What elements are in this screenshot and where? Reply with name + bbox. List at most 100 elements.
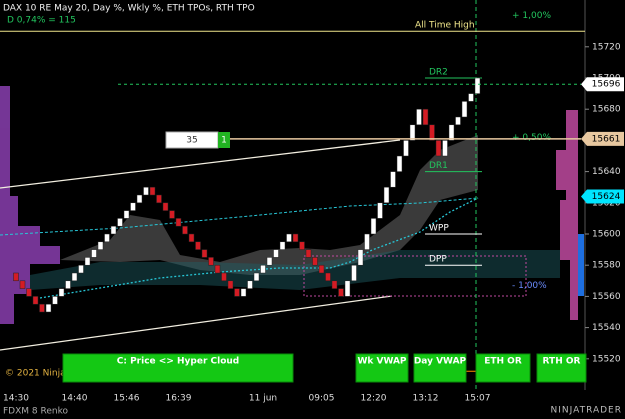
renko-brick	[104, 233, 110, 243]
price-badge	[581, 77, 624, 92]
renko-brick	[130, 202, 136, 211]
chart-title: DAX 10 RE May 20, Day %, Wkly %, ETH TPO…	[3, 4, 255, 14]
left-profile	[0, 86, 60, 324]
renko-brick	[435, 140, 442, 157]
x-tick-label: 16:39	[166, 394, 192, 404]
copyright: © 2021 NinjaTrader, LLC	[5, 369, 116, 379]
level-label: DR2	[429, 68, 448, 78]
trend-line	[0, 139, 401, 189]
vwap-line	[39, 197, 479, 299]
toolbar-button[interactable]	[62, 353, 294, 383]
renko-brick	[396, 155, 403, 172]
renko-brick	[32, 296, 39, 305]
renko-brick	[78, 264, 84, 274]
price-cloud	[60, 135, 478, 275]
renko-brick	[409, 124, 416, 141]
toolbar-button-label[interactable]: Wk VWAP	[357, 357, 406, 367]
percent-label: + 1,00%	[512, 11, 551, 21]
renko-brick	[19, 280, 26, 289]
renko-brick	[377, 202, 383, 219]
x-tick-label: 14:30	[3, 394, 29, 404]
x-tick-label: 15:46	[114, 394, 140, 404]
renko-brick	[292, 233, 299, 243]
renko-brick	[13, 272, 19, 282]
toolbar-button[interactable]	[413, 353, 467, 383]
brand-logo: NINJATRADER	[551, 406, 623, 416]
y-tick-label: 15540	[592, 323, 621, 333]
price-badge-label: 15661	[592, 134, 621, 144]
renko-brick	[422, 108, 429, 126]
y-tick-label: 15580	[592, 261, 621, 271]
renko-brick	[416, 108, 422, 126]
counter-value[interactable]: 1	[221, 136, 227, 146]
renko-brick	[175, 218, 182, 227]
renko-brick	[273, 249, 279, 258]
toolbar-button-label[interactable]: ETH OR	[484, 357, 522, 367]
y-tick-label: 15560	[592, 292, 621, 302]
renko-brick	[247, 280, 253, 289]
renko-brick	[201, 249, 208, 258]
renko-brick	[52, 296, 58, 305]
x-tick-label: 13:12	[413, 394, 439, 404]
toolbar-button-label[interactable]: C: Price <> Hyper Cloud	[117, 357, 239, 367]
y-tick-label: 15600	[592, 230, 621, 240]
percent-label: + 0,50%	[512, 133, 551, 143]
price-badge	[581, 189, 624, 204]
price-badge-label: 15624	[592, 192, 621, 202]
instrument: FDXM 8 Renko	[3, 407, 68, 417]
percent-label: - 1,00%	[512, 281, 547, 291]
renko-brick	[260, 264, 266, 274]
x-tick-label: 11 jun	[249, 394, 277, 404]
renko-brick	[331, 280, 338, 289]
scroll-indicator	[578, 234, 584, 296]
x-tick-label: 14:40	[62, 394, 88, 404]
toolbar-button-label[interactable]: RTH OR	[543, 357, 581, 367]
level-label: DPP	[429, 255, 447, 265]
renko-brick	[26, 288, 32, 297]
y-tick-label: 15720	[592, 42, 621, 52]
trend-line	[0, 295, 393, 351]
toolbar-button[interactable]	[536, 353, 587, 383]
renko-brick	[84, 257, 91, 266]
renko-brick	[71, 272, 78, 282]
y-tick-label: 15520	[592, 354, 621, 364]
renko-brick	[312, 257, 318, 266]
renko-brick	[227, 280, 234, 289]
renko-brick	[221, 272, 227, 282]
renko-brick	[429, 124, 435, 141]
renko-brick	[279, 241, 286, 250]
right-profile	[556, 110, 578, 320]
renko-brick	[65, 280, 71, 289]
renko-brick	[123, 210, 130, 219]
toolbar-button[interactable]	[475, 353, 531, 383]
renko-brick	[110, 225, 117, 235]
price-badge	[581, 131, 624, 146]
counter-box[interactable]	[218, 132, 230, 148]
week-vwap-line	[0, 197, 479, 236]
range-box	[303, 255, 527, 297]
renko-brick	[117, 218, 123, 227]
renko-brick	[195, 241, 201, 250]
level-label: WPP	[429, 224, 449, 234]
renko-brick	[149, 186, 156, 196]
renko-brick	[240, 288, 247, 297]
renko-brick	[383, 186, 390, 204]
renko-brick	[169, 210, 175, 219]
renko-brick	[299, 241, 305, 250]
toolbar-button-label[interactable]: Day VWAP	[414, 357, 467, 367]
toolbar-button[interactable]	[355, 353, 409, 383]
renko-brick	[325, 272, 331, 282]
renko-brick	[461, 101, 468, 118]
renko-brick	[214, 264, 221, 274]
price-badge-label: 15696	[592, 80, 621, 90]
renko-brick	[474, 77, 481, 94]
y-tick-label: 15640	[592, 167, 621, 177]
renko-brick	[338, 288, 344, 297]
renko-brick	[357, 249, 364, 266]
renko-brick	[305, 249, 312, 258]
input-value[interactable]: 35	[186, 136, 197, 146]
renko-brick	[91, 249, 97, 258]
renko-brick	[318, 264, 325, 274]
